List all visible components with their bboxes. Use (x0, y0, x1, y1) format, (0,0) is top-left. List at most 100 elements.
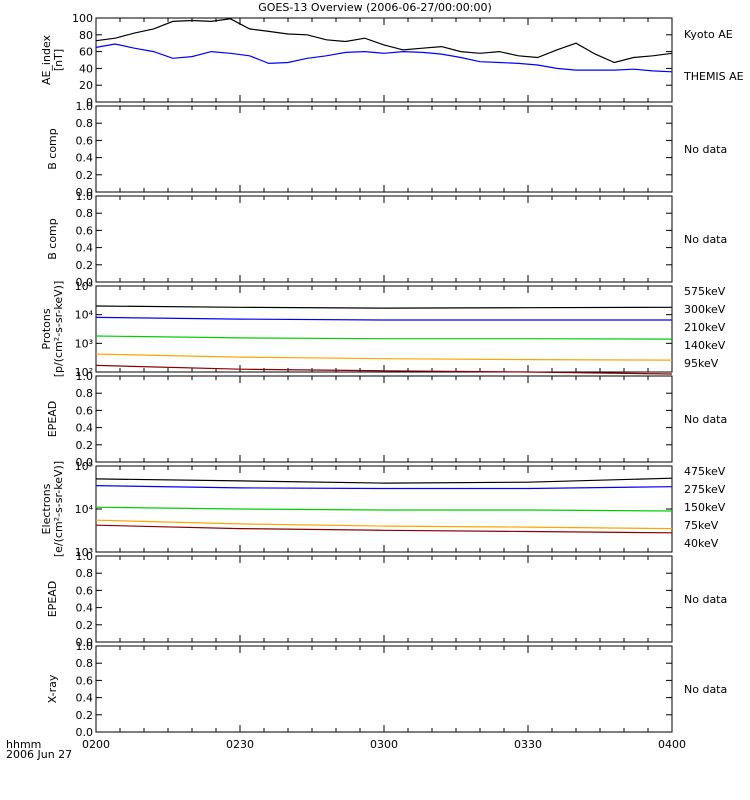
series-line-140kev (95, 316, 672, 321)
y-tick-label: 0.2 (76, 439, 94, 452)
y-tick-label: 1.0 (76, 370, 94, 383)
y-tick-label: 1.0 (76, 640, 94, 653)
y-tick-label: 0.2 (76, 259, 94, 272)
legend-entry: 275keV (684, 483, 726, 496)
y-axis-label: B comp (46, 218, 59, 260)
panel-frame (95, 195, 673, 283)
legend-entry: 140keV (684, 339, 726, 352)
y-tick-label: 40 (79, 62, 93, 75)
y-tick-label: 0.2 (76, 169, 94, 182)
y-tick-label: 0.4 (76, 242, 94, 255)
y-tick-label: 0.0 (76, 456, 94, 469)
panel-frame (95, 17, 673, 103)
panel-frame (95, 105, 673, 193)
y-tick-label: 10³ (75, 337, 93, 350)
legend-entry: 300keV (684, 303, 726, 316)
legend-entry: No data (684, 683, 727, 696)
series-line-575kev (95, 364, 673, 375)
legend-entry: No data (684, 593, 727, 606)
y-tick-label: 0.4 (76, 692, 94, 705)
y-tick-label: 0.8 (76, 657, 94, 670)
y-tick-label: 0.6 (76, 134, 94, 147)
panel-ae: 0 20 40 60 80 100 AE_index [nT] Kyoto AE THEMIS A… (40, 12, 744, 109)
y-tick-label: 1.0 (76, 100, 94, 113)
panel-electrons: 10³ 10⁴ 10⁵ Electrons [e/(cm²-s-sr-keV)] 475k… (40, 460, 726, 559)
legend-entry: 40keV (684, 537, 719, 550)
series-line-themis-ae (95, 43, 673, 73)
series-line-300kev (95, 353, 673, 361)
x-tick-label: 0300 (370, 738, 398, 751)
x-tick-label: 0330 (514, 738, 542, 751)
series-line-kyoto-ae (95, 18, 673, 64)
y-tick-label: 0.0 (76, 186, 94, 199)
y-axis-label: B comp (46, 128, 59, 170)
panel-bcomp1: 0.0 0.2 0.4 0.6 0.8 1.0 B comp No data (46, 100, 727, 199)
y-tick-label: 1.0 (76, 550, 94, 563)
y-tick-label: 0.4 (76, 602, 94, 615)
y-tick-label: 10³ (75, 546, 93, 559)
legend-entry: 150keV (684, 501, 726, 514)
y-tick-label: 20 (79, 79, 93, 92)
x-tick-label: 0230 (226, 738, 254, 751)
y-axis-label: Protons (40, 308, 53, 349)
y-tick-label: 0.6 (76, 584, 94, 597)
legend-entry: No data (684, 413, 727, 426)
y-tick-label: 80 (79, 29, 93, 42)
y-axis-label: AE_index (40, 34, 53, 85)
panel-epead2: 0.0 0.2 0.4 0.6 0.8 1.0 EPEAD No data (46, 550, 727, 649)
legend-entry: 95keV (684, 357, 719, 370)
y-tick-label: 0.6 (76, 404, 94, 417)
legend-entry: 575keV (684, 285, 726, 298)
y-axis-label: [e/(cm²-s-sr-keV)] (52, 461, 65, 557)
series-line-40kev (95, 477, 673, 484)
y-axis-label: EPEAD (46, 581, 59, 618)
panel-frame (95, 645, 673, 733)
y-tick-label: 0.6 (76, 224, 94, 237)
y-tick-label: 0.4 (76, 152, 94, 165)
y-tick-label: 10⁴ (75, 309, 94, 322)
y-axis-label: EPEAD (46, 401, 59, 438)
series-line-210kev (95, 335, 673, 340)
panel-bcomp2: 0.0 0.2 0.4 0.6 0.8 1.0 B comp No data (46, 190, 727, 289)
y-axis-label: X-ray (46, 674, 59, 703)
series-line-275kev (95, 519, 673, 530)
panel-xray: 0.0 0.2 0.4 0.6 0.8 1.0 X-ray No data (46, 640, 727, 739)
y-tick-label: 0.0 (76, 726, 94, 739)
y-tick-label: 0.2 (76, 619, 94, 632)
y-axis-label: Electrons (40, 483, 53, 534)
panel-protons: 10² 10³ 10⁴ 10⁵ Protons [p/(cm²-s-sr-keV)] 575… (40, 280, 726, 379)
y-tick-label: 0.6 (76, 674, 94, 687)
y-tick-label: 1.0 (76, 190, 94, 203)
legend-entry: 75keV (684, 519, 719, 532)
date-label: 2006 Jun 27 (6, 748, 73, 761)
panel-frame (95, 555, 673, 643)
y-axis-label: [p/(cm²-s-sr-keV)] (52, 281, 65, 378)
legend-entry: No data (684, 143, 727, 156)
y-tick-label: 10⁵ (75, 460, 93, 473)
y-tick-label: 0.8 (76, 207, 94, 220)
y-tick-label: 0.4 (76, 422, 94, 435)
panel-epead1: 0.0 0.2 0.4 0.6 0.8 1.0 EPEAD No data (46, 370, 727, 469)
legend-entry: 475keV (684, 465, 726, 478)
legend-entry: THEMIS AE (683, 70, 744, 83)
y-tick-label: 0.2 (76, 709, 94, 722)
y-tick-label: 60 (79, 46, 93, 59)
time-axis-format-label: hhmm (6, 738, 42, 751)
y-tick-label: 0.0 (76, 276, 94, 289)
panel-frame (95, 375, 673, 463)
figure-title: GOES-13 Overview (2006-06-27/00:00:00) (258, 1, 492, 14)
y-tick-label: 10² (75, 366, 93, 379)
y-axis-label: [nT] (52, 49, 65, 71)
x-tick-label: 0400 (658, 738, 686, 751)
y-tick-label: 0 (86, 96, 93, 109)
y-tick-label: 0.8 (76, 387, 94, 400)
panel-frame (95, 465, 673, 553)
y-tick-label: 100 (72, 12, 93, 25)
series-line-475kev (95, 524, 673, 534)
legend-entry: No data (684, 233, 727, 246)
y-tick-label: 0.8 (76, 567, 94, 580)
y-tick-label: 10⁵ (75, 280, 93, 293)
series-line-95kev (95, 305, 673, 309)
